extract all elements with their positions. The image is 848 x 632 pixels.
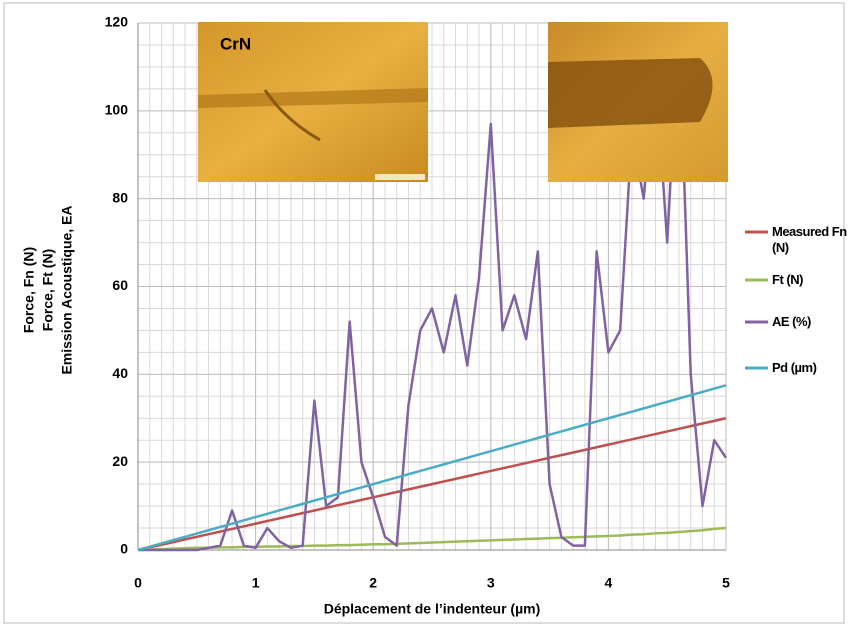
frame [3,2,845,624]
y-tick-label: 0 [120,541,128,557]
series-line [137,384,727,552]
x-axis-title: Déplacement de l’indenteur (µm) [324,601,541,617]
y-tick-label: 120 [105,14,129,30]
y-tick-label: 100 [105,102,129,118]
y-tick-label: 40 [112,365,128,381]
series-line [137,526,727,552]
legend-label: Measured Fn (N) [772,224,847,255]
x-tick-label: 3 [487,575,495,591]
legend-label: Pd (µm) [772,360,817,375]
y-tick-label: 20 [112,453,128,469]
y-axis-title: Force, Ft (N) [40,249,56,331]
x-tick-label: 1 [252,575,260,591]
legend-label: AE (%) [772,314,811,329]
y-tick-label: 60 [112,277,128,293]
insets: CrN [198,22,728,182]
y-tick-label: 80 [112,189,128,205]
scratch-end [548,58,713,128]
legend-label: Ft (N) [772,272,803,287]
x-tick-label: 0 [134,575,142,591]
series-line [137,417,727,552]
y-axis-title: Force, Fn (N) [21,247,37,333]
x-tick-label: 5 [722,575,730,591]
scale-bar [375,174,425,180]
y-axis-title: Emission Acoustique, EA [59,205,75,374]
inset-label: CrN [220,34,251,53]
crack [263,89,321,142]
x-tick-label: 4 [605,575,613,591]
x-tick-label: 2 [369,575,377,591]
scratch-track [198,88,428,108]
